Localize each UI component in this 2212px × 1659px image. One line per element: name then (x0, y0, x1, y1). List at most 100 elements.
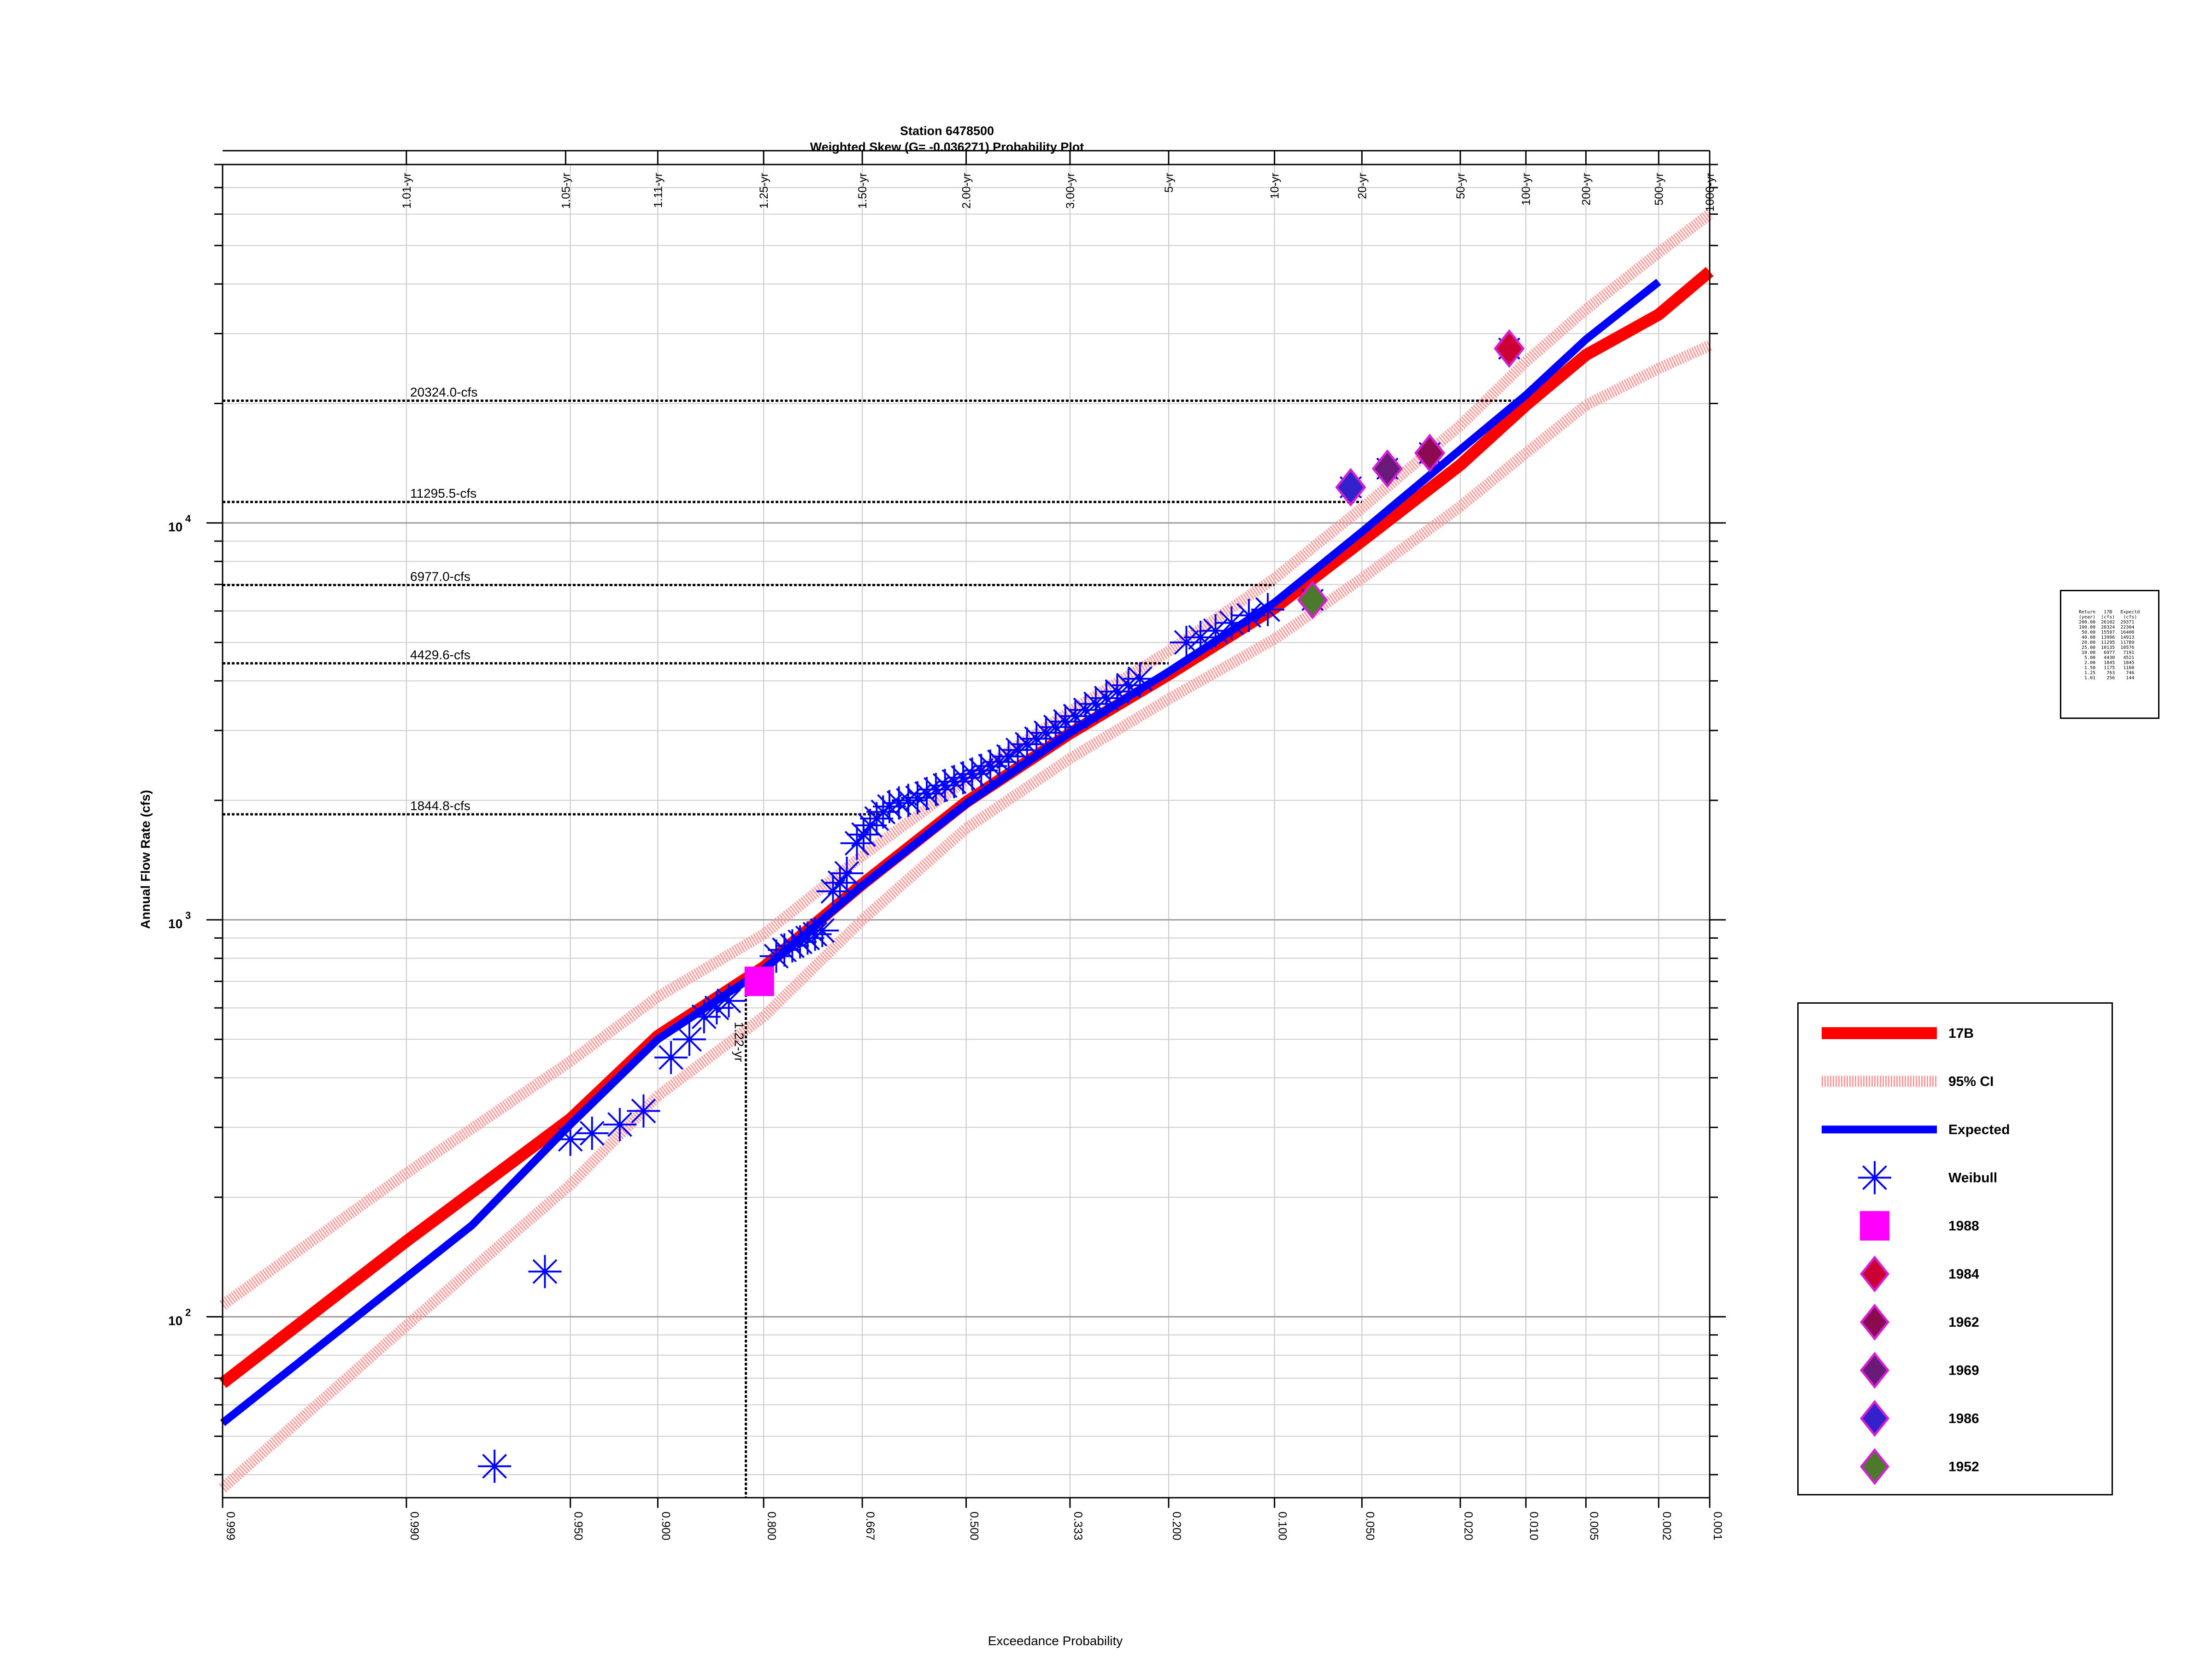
legend-swatch-diamond (1859, 1400, 1890, 1437)
x-tick-label: 0.800 (765, 1512, 778, 1541)
asterisk-stroke (1188, 625, 1213, 650)
weibull-point (603, 1108, 636, 1141)
top-tick-label: 50-yr (1454, 173, 1467, 199)
asterisk-stroke (579, 1121, 605, 1146)
asterisk-stroke (631, 1098, 656, 1124)
ci-band-line (219, 210, 1713, 1310)
table-row: 5.00 4430 4521 (2079, 655, 2135, 660)
asterisk-stroke (1236, 603, 1261, 628)
reference-label: 6977.0-cfs (410, 569, 471, 583)
top-tick-label: 500-yr (1653, 173, 1665, 206)
top-tick-label: 1.05-yr (559, 173, 572, 209)
y-tick-label-base: 10 (168, 1313, 182, 1328)
asterisk-stroke (482, 1453, 507, 1479)
highlight-point-1952 (1297, 580, 1328, 619)
y-tick-label-exponent: 4 (185, 513, 191, 524)
table-header: Return 17B Expectd (2079, 610, 2140, 615)
x-tick-label: 0.001 (1711, 1512, 1724, 1541)
asterisk-stroke (691, 1004, 717, 1030)
weibull-point (973, 749, 1007, 783)
highlight-point-1984 (1494, 329, 1525, 368)
reference-label: 4429.6-cfs (410, 647, 471, 662)
highlight-point-1986 (1335, 468, 1366, 507)
x-tick-label: 0.020 (1462, 1512, 1475, 1541)
frequency-curves (219, 267, 1714, 1426)
y-axis-label: Annual Flow Rate (cfs) (138, 790, 153, 929)
weibull-point (847, 818, 880, 852)
asterisk-stroke (607, 1112, 632, 1137)
weibull-point (965, 753, 998, 787)
table-row: 20.00 11295 11789 (2079, 640, 2135, 645)
x-tick-label: 0.002 (1660, 1512, 1673, 1541)
weibull-point (1123, 662, 1157, 695)
legend-swatch-asterisk (1858, 1161, 1891, 1194)
asterisk-stroke (558, 1127, 583, 1152)
legend-label: 17B (1948, 1026, 1974, 1041)
y-tick-label-exponent: 3 (185, 910, 191, 921)
asterisk-stroke (1105, 679, 1130, 704)
weibull-point (575, 1117, 609, 1150)
ci-band-line (219, 340, 1712, 1493)
table-row: 200.00 26102 29371 (2079, 620, 2135, 625)
weibull-point (687, 1000, 721, 1034)
asterisk-stroke (677, 1027, 702, 1052)
top-tick-label: 200-yr (1580, 173, 1593, 206)
asterisk-stroke (1174, 630, 1199, 655)
weibull-point (840, 826, 874, 860)
table-row: 1.25 763 746 (2079, 671, 2135, 676)
legend-label: 1986 (1948, 1411, 1979, 1426)
legend-label: 1969 (1948, 1363, 1979, 1378)
table-row: 40.00 13996 14913 (2079, 635, 2135, 640)
asterisk-stroke (1094, 685, 1119, 711)
weibull-point (1184, 621, 1218, 654)
table-header-units: (year) (cfs) (cfs) (2079, 615, 2137, 620)
legend-label: 1952 (1948, 1459, 1979, 1475)
weibull-point (1089, 681, 1123, 715)
top-tick-label: 1.50-yr (856, 173, 869, 209)
legend-item: Weibull (1858, 1161, 1997, 1194)
top-tick-label: 5-yr (1163, 173, 1176, 193)
top-tick-label: 1.11-yr (652, 173, 665, 208)
x-tick-label: 0.050 (1363, 1512, 1376, 1541)
table-row: 2.00 1845 1845 (2079, 660, 2135, 665)
y-tick-label-exponent: 2 (185, 1306, 191, 1318)
legend-entries: 17B 95% CI Expected Weibull 1988 1984 1962 1969… (1822, 1026, 2010, 1485)
top-tick-label: 100-yr (1520, 173, 1533, 206)
observations (478, 329, 1525, 1483)
legend-label: 1988 (1948, 1218, 1979, 1234)
vertical-reference-label: 1.22-yr (732, 1022, 747, 1062)
legend-item: 17B (1822, 1026, 1974, 1041)
asterisk-stroke (886, 790, 912, 816)
weibull-point (823, 866, 857, 900)
legend-item: 1962 (1859, 1303, 1979, 1341)
weibull-point (627, 1094, 660, 1128)
table-row: 100.00 20324 22304 (2079, 625, 2135, 630)
curve-expected (220, 278, 1661, 1426)
top-tick-label: 10-yr (1269, 173, 1282, 199)
weibull-point (672, 1023, 706, 1056)
axes: 0.999 0.990 0.950 0.900 0.800 0.667 0.500 0.333… (168, 150, 1726, 1541)
table-row: 25.00 10135 10576 (2079, 645, 2135, 650)
weibull-point (712, 984, 746, 1018)
weibull-point (1170, 626, 1203, 659)
legend-item: 1986 (1859, 1400, 1979, 1437)
y-tick-label-base: 10 (168, 917, 182, 931)
x-tick-label: 0.010 (1527, 1512, 1540, 1541)
legend-swatch-diamond (1859, 1255, 1890, 1293)
weibull-point (478, 1449, 512, 1483)
highlight-point-1969 (1371, 449, 1403, 488)
weibull-point (816, 875, 850, 908)
asterisk-stroke (810, 918, 835, 943)
x-tick-label: 0.500 (968, 1512, 981, 1541)
weibull-point (806, 914, 839, 947)
weibull-point (873, 790, 906, 824)
confidence-bands (219, 210, 1713, 1493)
table-row: 1.50 1175 1160 (2079, 665, 2135, 671)
top-tick-label: 1.01-yr (400, 173, 413, 209)
legend-swatch-diamond (1859, 1352, 1890, 1389)
asterisk-stroke (834, 861, 859, 886)
legend-item: 1952 (1859, 1448, 1979, 1485)
asterisk-stroke (1255, 597, 1280, 622)
highlight-point-1962 (1414, 434, 1446, 473)
